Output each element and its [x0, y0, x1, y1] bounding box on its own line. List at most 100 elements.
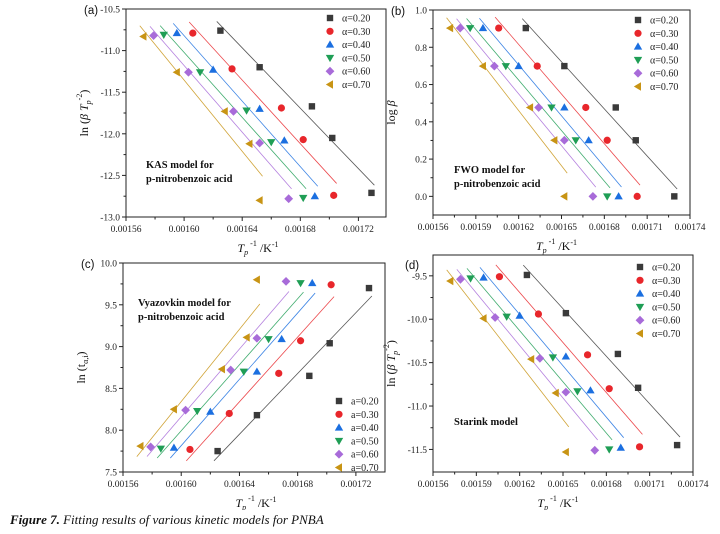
y-tick-label: 8.0: [105, 427, 117, 437]
legend-entry: α=0.60: [652, 316, 680, 327]
y-axis-label: ln (β Tp-2): [75, 90, 93, 137]
panel-c: 0.00156 0.00160 0.00164 0.00168 0.00172 7.5 8.…: [74, 259, 386, 510]
y-tick-label: 9.0: [105, 343, 117, 353]
data-point: [514, 61, 523, 70]
fit-line: [479, 18, 622, 188]
data-point: [172, 28, 182, 37]
fit-line: [446, 269, 570, 428]
data-point: [495, 273, 504, 281]
legend-entry: a=0.50: [351, 436, 379, 447]
data-point: [445, 23, 454, 33]
series-0.30: [188, 21, 338, 199]
legend-marker: [335, 410, 343, 418]
data-point: [590, 445, 600, 455]
legend-marker: [334, 463, 342, 472]
legend-marker: [633, 82, 641, 91]
data-point: [299, 194, 308, 203]
data-point: [673, 441, 681, 449]
model-annotation: p-nitrobenzoic acid: [146, 174, 233, 185]
data-point: [253, 411, 261, 419]
data-point: [327, 281, 335, 289]
data-point: [299, 136, 307, 144]
x-tick-label: 0.00160: [166, 480, 197, 490]
data-point: [308, 278, 317, 287]
series-0.60: [149, 26, 294, 204]
y-tick-label: -11.5: [101, 89, 121, 99]
x-tick-label: 0.00159: [460, 223, 491, 233]
x-tick-label: 0.00156: [418, 223, 449, 233]
data-point: [308, 103, 316, 110]
figure-7: 0.00156 0.00160 0.00164 0.00168 0.00172 -10.5…: [74, 5, 709, 510]
data-point: [169, 443, 179, 451]
panel-b: 0.00156 0.00159 0.00162 0.00165 0.00168 0.001…: [384, 6, 706, 255]
y-tick-label: 0.2: [415, 156, 427, 166]
data-point: [605, 446, 614, 454]
series-0.20: [522, 264, 681, 449]
legend-entry: α=0.40: [342, 40, 370, 51]
y-tick-label: 10.0: [100, 260, 117, 270]
x-tick-label: 0.00156: [111, 225, 142, 235]
legend-marker: [326, 27, 334, 35]
data-point: [329, 134, 336, 142]
data-point: [267, 139, 276, 147]
data-point: [635, 443, 644, 451]
data-point: [255, 196, 263, 205]
data-point: [368, 189, 375, 197]
x-tick-label: 0.00168: [285, 225, 316, 235]
y-tick-label: -10.0: [407, 316, 427, 326]
y-tick-label: -11.0: [101, 47, 121, 57]
data-point: [296, 280, 305, 288]
legend-entry: α=0.30: [650, 29, 678, 40]
data-point: [186, 445, 194, 454]
data-point: [280, 136, 289, 144]
data-point: [159, 31, 168, 39]
series-0.50: [159, 25, 308, 203]
data-point: [195, 69, 205, 77]
data-point: [252, 333, 262, 343]
figure-caption: Figure 7. Fitting results of various kin…: [10, 512, 324, 528]
fit-line: [456, 18, 597, 188]
x-tick-label: 0.00165: [546, 223, 577, 233]
data-point: [495, 24, 503, 32]
legend-entry: α=0.30: [652, 276, 680, 287]
data-point: [561, 352, 571, 360]
data-point: [225, 409, 233, 418]
fit-line: [466, 268, 613, 441]
data-point: [446, 276, 454, 286]
y-tick-label: 0.0: [415, 193, 427, 203]
model-annotation: KAS model for: [146, 160, 214, 171]
y-tick-label: -12.5: [100, 172, 120, 182]
legend-marker: [635, 289, 645, 297]
legend-entry: α=0.40: [652, 289, 680, 300]
x-tick-label: 0.00171: [632, 223, 663, 233]
fit-line: [139, 25, 263, 177]
data-point: [275, 369, 283, 377]
fit-line: [495, 264, 643, 435]
x-tick-label: 0.00160: [169, 225, 200, 235]
data-point: [583, 351, 592, 359]
y-tick-label: 0.6: [415, 81, 427, 91]
model-annotation: Vyazovkin model for: [138, 298, 231, 309]
legend-entry: α=0.20: [342, 14, 370, 25]
data-point: [277, 104, 286, 112]
fit-line: [170, 292, 316, 459]
data-point: [632, 137, 639, 144]
series-0.60: [146, 276, 291, 457]
x-tick-label: 0.00168: [591, 480, 622, 490]
y-axis-label: ln (β Tp-2): [382, 340, 400, 387]
legend-marker: [636, 276, 644, 284]
y-tick-label: 8.5: [105, 385, 117, 395]
data-point: [478, 61, 486, 71]
fit-line: [186, 296, 335, 462]
legend-marker: [325, 80, 333, 89]
legend-entry: α=0.70: [342, 80, 370, 91]
data-point: [586, 386, 595, 394]
data-point: [466, 275, 475, 283]
data-point: [255, 104, 264, 112]
y-tick-label: 9.5: [105, 301, 117, 311]
x-axis-label: Tp -1 /K-1: [235, 494, 276, 510]
series-0.70: [445, 17, 568, 201]
series-0.20: [213, 284, 373, 462]
data-point: [181, 405, 190, 415]
legend-marker: [635, 315, 645, 325]
